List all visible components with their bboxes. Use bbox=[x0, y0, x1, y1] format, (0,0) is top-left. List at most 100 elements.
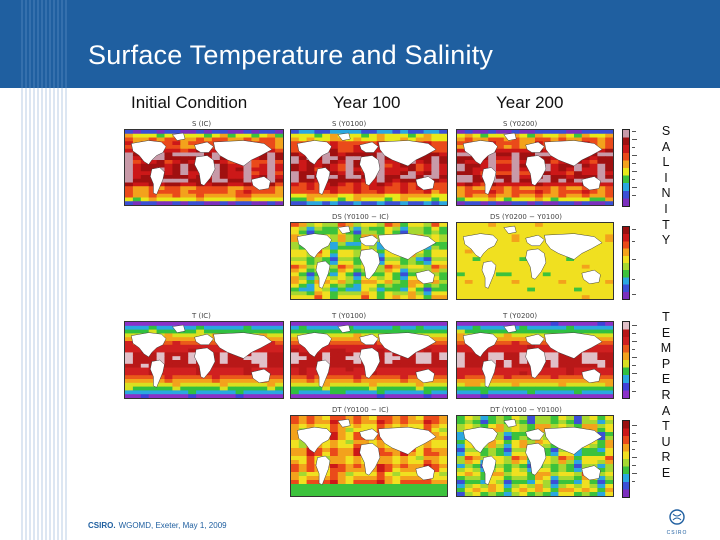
land-mass bbox=[194, 141, 214, 153]
header-bar: Surface Temperature and Salinity bbox=[0, 0, 720, 88]
land-mass bbox=[251, 368, 271, 384]
land-mass bbox=[481, 359, 497, 388]
side-letter: L bbox=[662, 155, 670, 170]
land-mass bbox=[359, 333, 379, 346]
land-mass bbox=[525, 333, 545, 346]
side-letter: R bbox=[661, 387, 671, 402]
colorbar-temperature-diff bbox=[622, 420, 630, 498]
footer: CSIRO. WGOMD, Exeter, May 1, 2009 bbox=[88, 521, 227, 530]
land-mass bbox=[503, 418, 517, 428]
land-mass bbox=[462, 233, 498, 259]
colorbar-ticks bbox=[632, 131, 637, 482]
land-mass bbox=[194, 347, 216, 379]
map-label-s-ic: S (IC) bbox=[192, 120, 212, 128]
land-mass bbox=[525, 442, 547, 476]
land-mass bbox=[462, 332, 498, 358]
column-header-initial: Initial Condition bbox=[131, 93, 248, 112]
land-mass bbox=[337, 132, 351, 141]
side-letter: E bbox=[661, 465, 671, 480]
footer-org: CSIRO. bbox=[88, 521, 116, 530]
map-field bbox=[457, 130, 613, 205]
land-mass bbox=[544, 233, 603, 260]
land-mass bbox=[251, 176, 271, 191]
land-mass bbox=[296, 233, 332, 259]
land-mass bbox=[378, 140, 437, 167]
land-mass bbox=[415, 368, 435, 384]
side-letter: T bbox=[662, 310, 670, 324]
side-stripes bbox=[21, 88, 67, 540]
land-mass bbox=[296, 426, 332, 454]
map-salinity-diff-year200 bbox=[456, 222, 614, 300]
land-mass bbox=[378, 426, 437, 455]
map-label-ds-100: DS (Y0100 − IC) bbox=[332, 213, 389, 221]
land-mass bbox=[131, 332, 167, 358]
land-mass bbox=[481, 260, 497, 289]
side-letter: E bbox=[661, 372, 671, 387]
side-letter: R bbox=[661, 450, 671, 465]
side-letter: U bbox=[661, 434, 671, 449]
land-mass bbox=[581, 368, 601, 384]
land-mass bbox=[525, 248, 547, 280]
land-mass bbox=[544, 332, 603, 359]
land-mass bbox=[359, 155, 381, 186]
column-header-year200: Year 200 bbox=[496, 93, 564, 112]
land-mass bbox=[337, 418, 351, 428]
land-mass bbox=[194, 155, 216, 186]
land-mass bbox=[359, 234, 379, 247]
land-mass bbox=[171, 324, 186, 333]
map-salinity-year200 bbox=[456, 129, 614, 206]
map-temperature-diff-year100 bbox=[290, 415, 448, 497]
land-mass bbox=[462, 426, 498, 454]
side-letter: T bbox=[662, 419, 670, 434]
land-mass bbox=[525, 155, 547, 186]
map-salinity-diff-year100 bbox=[290, 222, 448, 300]
land-mass bbox=[415, 269, 435, 285]
map-field bbox=[291, 130, 447, 205]
side-letter: A bbox=[661, 403, 671, 418]
map-field bbox=[291, 322, 447, 398]
land-mass bbox=[359, 248, 381, 280]
land-mass bbox=[315, 359, 331, 388]
land-mass bbox=[525, 141, 545, 153]
side-letter: N bbox=[661, 186, 671, 201]
land-mass bbox=[359, 347, 381, 379]
land-mass bbox=[378, 233, 437, 260]
csiro-logo-mark bbox=[669, 509, 685, 525]
side-letter: A bbox=[661, 139, 671, 154]
land-mass bbox=[503, 225, 517, 234]
land-mass bbox=[544, 426, 603, 455]
land-mass bbox=[415, 465, 435, 481]
land-mass bbox=[415, 176, 435, 191]
land-mass bbox=[150, 359, 165, 388]
map-label-s-200: S (Y0200) bbox=[503, 120, 538, 128]
map-field bbox=[291, 223, 447, 299]
land-mass bbox=[315, 260, 331, 289]
side-letter: S bbox=[661, 124, 671, 138]
land-mass bbox=[315, 455, 331, 486]
map-field bbox=[125, 322, 283, 398]
land-mass bbox=[544, 140, 603, 167]
land-mass bbox=[581, 269, 601, 285]
land-mass bbox=[581, 465, 601, 481]
csiro-logo: CSIRO bbox=[664, 509, 690, 536]
map-field bbox=[125, 130, 283, 205]
land-mass bbox=[481, 455, 497, 486]
map-label-s-100: S (Y0100) bbox=[332, 120, 367, 128]
land-mass bbox=[359, 442, 381, 476]
map-salinity-initial bbox=[124, 129, 284, 206]
map-label-t-200: T (Y0200) bbox=[503, 312, 538, 320]
side-letter: E bbox=[661, 325, 671, 340]
land-mass bbox=[296, 332, 332, 358]
land-mass bbox=[503, 324, 517, 333]
land-mass bbox=[150, 167, 165, 195]
map-temperature-diff-year200 bbox=[456, 415, 614, 497]
map-label-dt-200: DT (Y0100 − Y0100) bbox=[490, 406, 562, 414]
land-mass bbox=[296, 140, 332, 165]
land-mass bbox=[525, 347, 547, 379]
land-mass bbox=[503, 132, 517, 141]
side-letter: P bbox=[661, 356, 671, 371]
side-letter: M bbox=[660, 341, 672, 356]
land-mass bbox=[337, 324, 351, 333]
land-mass bbox=[359, 141, 379, 153]
